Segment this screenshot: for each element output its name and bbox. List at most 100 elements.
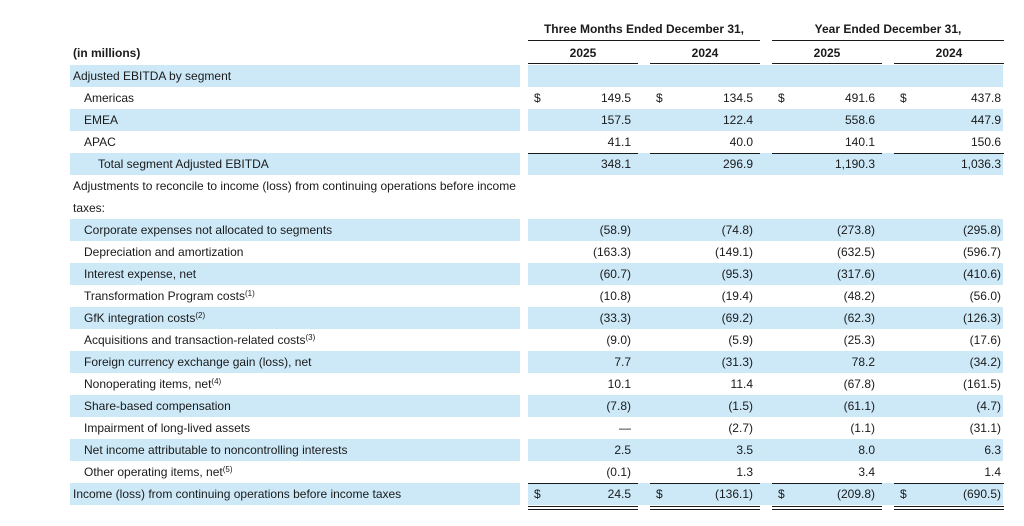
value-cell: 10.1	[607, 377, 631, 391]
table-row: Foreign currency exchange gain (loss), n…	[70, 351, 1003, 373]
value-cell: (67.8)	[843, 377, 875, 391]
subtotal-rule	[772, 153, 882, 154]
subtotal-rule	[528, 153, 638, 154]
row-label: GfK integration costs(2)	[84, 307, 205, 329]
row-gap	[520, 351, 528, 373]
value-cell: (163.3)	[592, 245, 631, 259]
value-cell: (48.2)	[843, 289, 875, 303]
table-row: EMEA 157.5 122.4 558.6 447.9	[70, 109, 1003, 131]
row-gap	[520, 219, 528, 241]
value-cell: —	[619, 421, 631, 435]
row-gap	[520, 483, 528, 505]
value-cell: (31.1)	[969, 421, 1001, 435]
double-rule	[894, 506, 1004, 507]
value-cell: (5.9)	[728, 333, 753, 347]
row-label-text: Americas	[84, 91, 135, 105]
row-label: Interest expense, net	[84, 263, 196, 285]
row-label-text: Net income attributable to noncontrollin…	[84, 443, 348, 457]
row-gap	[520, 109, 528, 131]
table-row: Transformation Program costs(1) (10.8) (19…	[70, 285, 1003, 307]
row-label-text: Interest expense, net	[84, 267, 197, 281]
header-year-rule	[528, 63, 638, 64]
value-cell: (1.1)	[850, 421, 875, 435]
value-cell: (10.8)	[599, 289, 631, 303]
value-cell: (7.8)	[606, 399, 631, 413]
header-year-rule	[650, 63, 760, 64]
row-label: Adjusted EBITDA by segment	[73, 65, 231, 87]
row-label-text: Transformation Program costs	[84, 289, 245, 303]
table-row: Adjustments to reconcile to income (loss…	[70, 175, 1003, 219]
row-label: Impairment of long-lived assets	[84, 417, 250, 439]
value-cell: (295.8)	[962, 223, 1001, 237]
header-year-rule	[894, 63, 1004, 64]
value-cell: 348.1	[600, 157, 631, 171]
row-label-text: Share-based compensation	[84, 399, 231, 413]
value-cell: 41.1	[607, 135, 631, 149]
row-label: Share-based compensation	[84, 395, 231, 417]
unit-label: (in millions)	[73, 46, 141, 60]
value-cell: (33.3)	[599, 311, 631, 325]
double-rule	[528, 509, 638, 510]
table-row: APAC 41.1 40.0 140.1 150.6	[70, 131, 1003, 153]
row-label-text: Impairment of long-lived assets	[84, 421, 251, 435]
table-row: Depreciation and amortization (163.3) (149…	[70, 241, 1003, 263]
double-rule	[528, 506, 638, 507]
value-cell: (136.1)	[714, 487, 753, 501]
value-cell: 447.9	[970, 113, 1001, 127]
header-year-q-2024: 2024	[691, 46, 719, 60]
value-cell: 6.3	[984, 443, 1001, 457]
value-cell: 3.5	[736, 443, 753, 457]
subtotal-rule	[894, 153, 1004, 154]
row-label-text: Foreign currency exchange gain (loss), n…	[84, 355, 312, 369]
table-row: Share-based compensation (7.8) (1.5) (61.1)…	[70, 395, 1003, 417]
row-gap	[520, 65, 528, 87]
footnote-marker: (2)	[195, 311, 206, 320]
value-cell: 78.2	[851, 355, 875, 369]
table-row: Other operating items, net(5) (0.1) 1.3 3.4…	[70, 461, 1003, 483]
value-cell: (69.2)	[721, 311, 753, 325]
currency-symbol: $	[900, 91, 907, 105]
value-cell: 558.6	[844, 113, 875, 127]
value-cell: (17.6)	[969, 333, 1001, 347]
value-cell: 134.5	[722, 91, 753, 105]
value-cell: (632.5)	[836, 245, 875, 259]
header-group-year-rule	[772, 40, 1004, 41]
currency-symbol: $	[900, 487, 907, 501]
value-cell: (34.2)	[969, 355, 1001, 369]
value-cell: (149.1)	[714, 245, 753, 259]
footnote-marker: (4)	[211, 377, 222, 386]
value-cell: 7.7	[614, 355, 631, 369]
row-gap	[520, 395, 528, 417]
table-row: Nonoperating items, net(4) 10.1 11.4 (67.8)…	[70, 373, 1003, 395]
row-label-text: APAC	[84, 135, 116, 149]
table-row: Net income attributable to noncontrollin…	[70, 439, 1003, 461]
row-gap	[520, 263, 528, 285]
currency-symbol: $	[656, 487, 663, 501]
row-label-text: Nonoperating items, net	[84, 377, 212, 391]
row-label-text: Corporate expenses not allocated to segm…	[84, 223, 333, 237]
footnote-marker: (1)	[244, 289, 255, 298]
row-label: Corporate expenses not allocated to segm…	[84, 219, 332, 241]
row-label-text: EMEA	[84, 113, 119, 127]
value-cell: (56.0)	[969, 289, 1001, 303]
value-cell: (19.4)	[721, 289, 753, 303]
table-row: Impairment of long-lived assets — (2.7) (1.…	[70, 417, 1003, 439]
row-label: APAC	[84, 131, 116, 153]
value-cell: (31.3)	[721, 355, 753, 369]
value-cell: 8.0	[858, 443, 875, 457]
value-cell: (62.3)	[843, 311, 875, 325]
value-cell: (2.7)	[728, 421, 753, 435]
value-cell: 40.0	[729, 135, 753, 149]
total-rule	[894, 483, 1004, 484]
header-group-three-months-rule	[528, 40, 760, 41]
row-label-text: Total segment Adjusted EBITDA	[98, 157, 269, 171]
value-cell: (209.8)	[836, 487, 875, 501]
value-cell: 122.4	[722, 113, 753, 127]
value-cell: 149.5	[600, 91, 631, 105]
value-cell: (410.6)	[962, 267, 1001, 281]
row-label-text: Adjusted EBITDA by segment	[73, 69, 232, 83]
header-year-y-2024: 2024	[935, 46, 963, 60]
header-group-three-months: Three Months Ended December 31,	[543, 22, 745, 36]
value-cell: 150.6	[970, 135, 1001, 149]
value-cell: (126.3)	[962, 311, 1001, 325]
